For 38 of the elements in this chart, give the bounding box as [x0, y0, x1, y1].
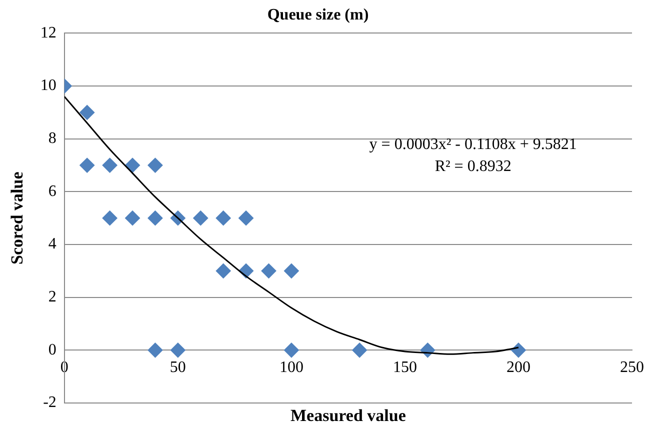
x-tick-label: 100 — [279, 358, 304, 376]
point — [125, 158, 140, 173]
x-tick-label: 200 — [506, 358, 530, 376]
point — [148, 342, 163, 358]
point — [284, 263, 299, 278]
point — [193, 210, 208, 226]
y-tick-label: -2 — [43, 394, 56, 412]
point — [80, 158, 95, 173]
x-tick-label: 250 — [620, 358, 644, 376]
point — [352, 342, 368, 358]
y-tick-label: 12 — [40, 24, 56, 42]
chart-title: Queue size (m) — [267, 6, 369, 24]
point — [216, 210, 231, 226]
y-tick-label: 10 — [40, 77, 56, 94]
point — [238, 210, 254, 226]
point — [510, 342, 526, 358]
y-tick-label: 4 — [48, 236, 56, 253]
x-tick-label: 0 — [60, 358, 68, 376]
y-tick-label: 6 — [48, 182, 56, 200]
point — [170, 342, 186, 358]
x-axis-title: Measured value — [290, 406, 406, 425]
point — [80, 104, 95, 120]
point — [216, 263, 231, 278]
point — [102, 158, 118, 173]
y-tick-label: 2 — [48, 288, 56, 306]
point — [148, 158, 163, 173]
annotation: y = 0.0003x² - 0.1108x + 9.5821 — [369, 136, 577, 154]
y-tick-label: 8 — [48, 130, 56, 148]
point — [148, 210, 163, 226]
point — [284, 342, 299, 358]
x-tick-label: 50 — [170, 358, 186, 376]
point — [261, 263, 276, 278]
y-axis-title: Scored value — [8, 171, 27, 264]
point — [125, 210, 140, 226]
annotation: R² = 0.8932 — [434, 158, 512, 176]
x-tick-label: 150 — [392, 358, 417, 376]
point — [102, 210, 118, 226]
y-tick-label: 0 — [48, 341, 56, 358]
